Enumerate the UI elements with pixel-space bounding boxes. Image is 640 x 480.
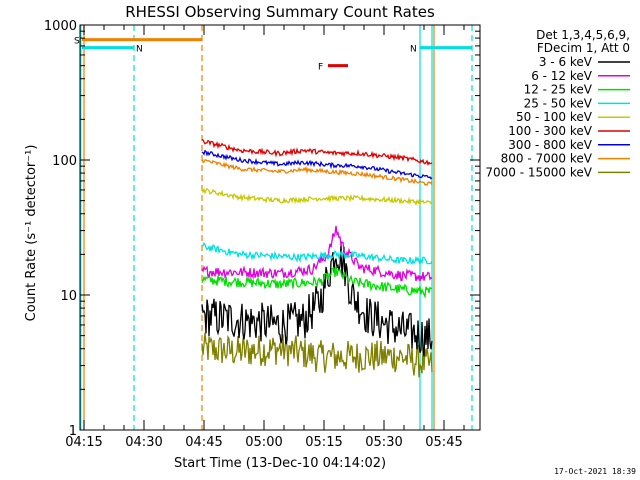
flag-label: N bbox=[410, 45, 417, 55]
flag-label: S bbox=[74, 37, 80, 47]
legend-header-line-2: FDecim 1, Att 0 bbox=[537, 41, 630, 55]
plot-area: S N N F bbox=[74, 25, 473, 430]
y-tick-label: 1000 bbox=[44, 19, 77, 34]
x-tick-label: 05:00 bbox=[245, 435, 282, 450]
x-tick-label: 05:30 bbox=[365, 435, 402, 450]
legend-entry-label: 50 - 100 keV bbox=[516, 110, 593, 124]
series-line-12-25-kev bbox=[201, 266, 433, 299]
x-tick-label: 04:30 bbox=[125, 435, 162, 450]
y-tick-label: 10 bbox=[60, 289, 77, 304]
legend-entry-label: 100 - 300 keV bbox=[508, 124, 592, 138]
x-tick-label: 04:15 bbox=[65, 435, 102, 450]
plot-frame bbox=[79, 24, 481, 431]
y-tick-label: 100 bbox=[52, 154, 77, 169]
y-tick-label: 1 bbox=[69, 424, 77, 439]
series-line-100-300-kev bbox=[201, 138, 433, 167]
legend-header-line-1: Det 1,3,4,5,6,9, bbox=[536, 28, 630, 42]
series-line-300-800-kev bbox=[201, 149, 433, 180]
flag-label: F bbox=[318, 63, 323, 73]
flag-label: N bbox=[136, 45, 143, 55]
y-axis-label: Count Rate (s⁻¹ detector⁻¹) bbox=[24, 145, 39, 322]
axes: 1 10 100 1000 04:15 04:30 04:45 05:00 05:15 05:30… bbox=[44, 19, 481, 450]
x-tick-label: 04:45 bbox=[185, 435, 222, 450]
legend-entry-label: 7000 - 15000 keV bbox=[485, 165, 592, 179]
legend-entry-label: 6 - 12 keV bbox=[531, 69, 593, 83]
chart-title: RHESSI Observing Summary Count Rates bbox=[125, 3, 435, 21]
series-line-7000-15000-kev bbox=[201, 332, 433, 378]
series-line-800-7000-kev bbox=[201, 158, 433, 187]
x-tick-label: 05:15 bbox=[305, 435, 342, 450]
x-tick-label: 05:45 bbox=[425, 435, 462, 450]
legend-entry-label: 25 - 50 keV bbox=[524, 96, 593, 110]
legend: Det 1,3,4,5,6,9, FDecim 1, Att 0 3 - 6 k… bbox=[485, 28, 630, 179]
series-line-6-12-kev bbox=[201, 225, 433, 282]
legend-entry-label: 12 - 25 keV bbox=[524, 83, 593, 97]
footer-date: 17-Oct-2021 18:39 bbox=[554, 467, 636, 476]
legend-entry-label: 800 - 7000 keV bbox=[501, 152, 593, 166]
x-axis-label: Start Time (13-Dec-10 04:14:02) bbox=[174, 456, 386, 471]
legend-entry-label: 3 - 6 keV bbox=[539, 55, 593, 69]
series-line-50-100-kev bbox=[201, 187, 433, 207]
legend-entry-label: 300 - 800 keV bbox=[508, 138, 592, 152]
series-line-25-50-kev bbox=[201, 241, 433, 266]
series-line-3-6-kev bbox=[201, 244, 433, 357]
